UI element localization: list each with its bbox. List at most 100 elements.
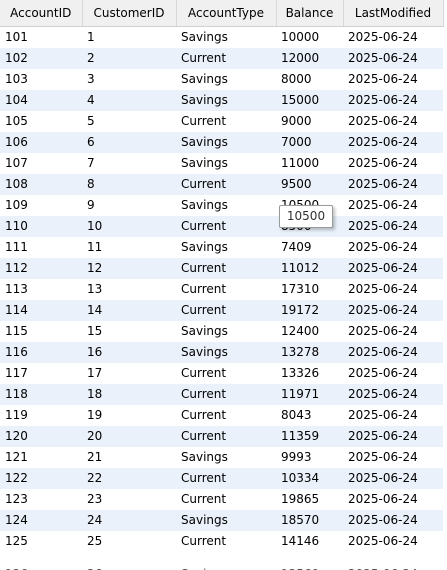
cell-accountid[interactable]: 119 — [5, 408, 28, 422]
table-row[interactable]: 117 17 Current 13326 2025-06-24 — [0, 363, 443, 384]
table-row[interactable]: 103 3 Savings 8000 2025-06-24 — [0, 69, 443, 90]
cell-customerid[interactable]: 24 — [82, 510, 176, 531]
cell-accountid[interactable]: 115 — [5, 324, 28, 338]
cell-accountid[interactable]: 110 — [0, 216, 82, 237]
cell-accounttype[interactable]: Savings — [181, 450, 228, 464]
cell-customerid[interactable]: 3 — [87, 72, 95, 86]
cell-balance[interactable]: 11971 — [276, 384, 343, 405]
cell-customerid[interactable]: 13 — [87, 282, 103, 296]
cell-lastmodified[interactable]: 2025-06-24 — [348, 198, 418, 212]
cell-customerid[interactable]: 7 — [87, 156, 95, 170]
cell-customerid[interactable]: 10 — [82, 216, 176, 237]
cell-customerid[interactable]: 12 — [82, 258, 176, 279]
cell-lastmodified[interactable]: 2025-06-24 — [348, 72, 418, 86]
cell-lastmodified[interactable]: 2025-06-24 — [343, 216, 443, 237]
cell-accountid[interactable]: 122 — [0, 468, 82, 489]
table-row[interactable]: 111 11 Savings 7409 2025-06-24 — [0, 237, 443, 258]
table-cell[interactable]: 13560 — [276, 564, 343, 570]
cell-accountid[interactable]: 118 — [0, 384, 82, 405]
cell-accountid[interactable]: 111 — [5, 240, 28, 254]
cell-accounttype[interactable]: Current — [176, 216, 276, 237]
cell-accounttype[interactable]: Current — [176, 300, 276, 321]
table-row[interactable]: 107 7 Savings 11000 2025-06-24 — [0, 153, 443, 174]
cell-balance[interactable]: 9000 — [281, 114, 312, 128]
cell-lastmodified[interactable]: 2025-06-24 — [343, 258, 443, 279]
cell-accounttype[interactable]: Current — [176, 48, 276, 69]
cell-lastmodified[interactable]: 2025-06-24 — [348, 408, 418, 422]
cell-customerid[interactable]: 25 — [87, 534, 103, 548]
table-row[interactable]: 119 19 Current 8043 2025-06-24 — [0, 405, 443, 426]
table-row[interactable]: 113 13 Current 17310 2025-06-24 — [0, 279, 443, 300]
column-header-lastmodified[interactable]: LastModified — [343, 0, 444, 27]
table-row[interactable]: 124 24 Savings 18570 2025-06-24 — [0, 510, 443, 531]
cell-lastmodified[interactable]: 2025-06-24 — [343, 132, 443, 153]
cell-lastmodified[interactable]: 2025-06-24 — [343, 426, 443, 447]
cell-balance[interactable]: 14146 — [281, 534, 320, 548]
cell-lastmodified[interactable]: 2025-06-24 — [348, 240, 418, 254]
cell-lastmodified[interactable]: 2025-06-24 — [348, 156, 418, 170]
column-header-accountid[interactable]: AccountID — [0, 0, 83, 27]
cell-customerid[interactable]: 2 — [82, 48, 176, 69]
table-row[interactable]: 118 18 Current 11971 2025-06-24 — [0, 384, 443, 405]
cell-accounttype[interactable]: Savings — [181, 240, 228, 254]
table-row[interactable]: 112 12 Current 11012 2025-06-24 — [0, 258, 443, 279]
table-row[interactable]: 114 14 Current 19172 2025-06-24 — [0, 300, 443, 321]
cell-balance[interactable]: 9500 — [276, 174, 343, 195]
cell-accountid[interactable]: 112 — [0, 258, 82, 279]
table-row[interactable]: 1099Savings105002025-06-24 — [0, 195, 443, 216]
table-row[interactable]: 121 21 Savings 9993 2025-06-24 — [0, 447, 443, 468]
cell-customerid[interactable]: 16 — [82, 342, 176, 363]
cell-accounttype[interactable]: Current — [181, 408, 227, 422]
cell-lastmodified[interactable]: 2025-06-24 — [348, 534, 418, 548]
cell-accounttype[interactable]: Current — [176, 426, 276, 447]
cell-lastmodified[interactable]: 2025-06-24 — [343, 48, 443, 69]
cell-balance[interactable]: 11359 — [276, 426, 343, 447]
cell-customerid[interactable]: 6 — [82, 132, 176, 153]
table-cell[interactable]: 2025-06-24 — [343, 564, 443, 570]
cell-accountid[interactable]: 102 — [0, 48, 82, 69]
cell-accountid[interactable]: 105 — [5, 114, 28, 128]
cell-customerid[interactable]: 22 — [82, 468, 176, 489]
column-header-customerid[interactable]: CustomerID — [82, 0, 177, 27]
table-cell[interactable]: Savings — [176, 564, 276, 570]
cell-accountid[interactable]: 117 — [5, 366, 28, 380]
cell-balance[interactable]: 17310 — [281, 282, 320, 296]
table-row[interactable]: 105 5 Current 9000 2025-06-24 — [0, 111, 443, 132]
cell-accounttype[interactable]: Current — [181, 282, 227, 296]
cell-accounttype[interactable]: Current — [176, 258, 276, 279]
cell-accounttype[interactable]: Savings — [181, 156, 228, 170]
cell-balance[interactable]: 18570 — [276, 510, 343, 531]
cell-balance[interactable]: 19172 — [276, 300, 343, 321]
cell-customerid[interactable]: 14 — [82, 300, 176, 321]
cell-accountid[interactable]: 125 — [5, 534, 28, 548]
cell-balance[interactable]: 15000 — [276, 90, 343, 111]
cell-balance[interactable]: 13278 — [276, 342, 343, 363]
cell-balance[interactable]: 8043 — [281, 408, 312, 422]
cell-lastmodified[interactable]: 2025-06-24 — [343, 342, 443, 363]
cell-accounttype[interactable]: Current — [181, 114, 227, 128]
cell-accounttype[interactable]: Current — [176, 174, 276, 195]
table-row[interactable]: 120 20 Current 11359 2025-06-24 — [0, 426, 443, 447]
table-row[interactable]: 101 1 Savings 10000 2025-06-24 — [0, 27, 443, 49]
table-row[interactable]: 11010Current85002025-06-24 — [0, 216, 443, 237]
cell-accountid[interactable]: 121 — [5, 450, 28, 464]
cell-accounttype[interactable]: Savings — [176, 510, 276, 531]
cell-balance[interactable]: 8000 — [281, 72, 312, 86]
cell-lastmodified[interactable]: 2025-06-24 — [343, 510, 443, 531]
cell-accounttype[interactable]: Savings — [181, 198, 228, 212]
cell-accounttype[interactable]: Current — [181, 534, 227, 548]
cell-lastmodified[interactable]: 2025-06-24 — [343, 300, 443, 321]
column-header-balance[interactable]: Balance — [276, 0, 344, 27]
cell-accounttype[interactable]: Savings — [181, 324, 228, 338]
cell-customerid[interactable]: 4 — [82, 90, 176, 111]
cell-lastmodified[interactable]: 2025-06-24 — [348, 324, 418, 338]
cell-customerid[interactable]: 23 — [87, 492, 103, 506]
cell-accountid[interactable]: 106 — [0, 132, 82, 153]
cell-lastmodified[interactable]: 2025-06-24 — [343, 174, 443, 195]
cell-accountid[interactable]: 107 — [5, 156, 28, 170]
table-row[interactable]: 122 22 Current 10334 2025-06-24 — [0, 468, 443, 489]
cell-lastmodified[interactable]: 2025-06-24 — [348, 366, 418, 380]
cell-lastmodified[interactable]: 2025-06-24 — [348, 114, 418, 128]
cell-balance[interactable]: 11012 — [276, 258, 343, 279]
